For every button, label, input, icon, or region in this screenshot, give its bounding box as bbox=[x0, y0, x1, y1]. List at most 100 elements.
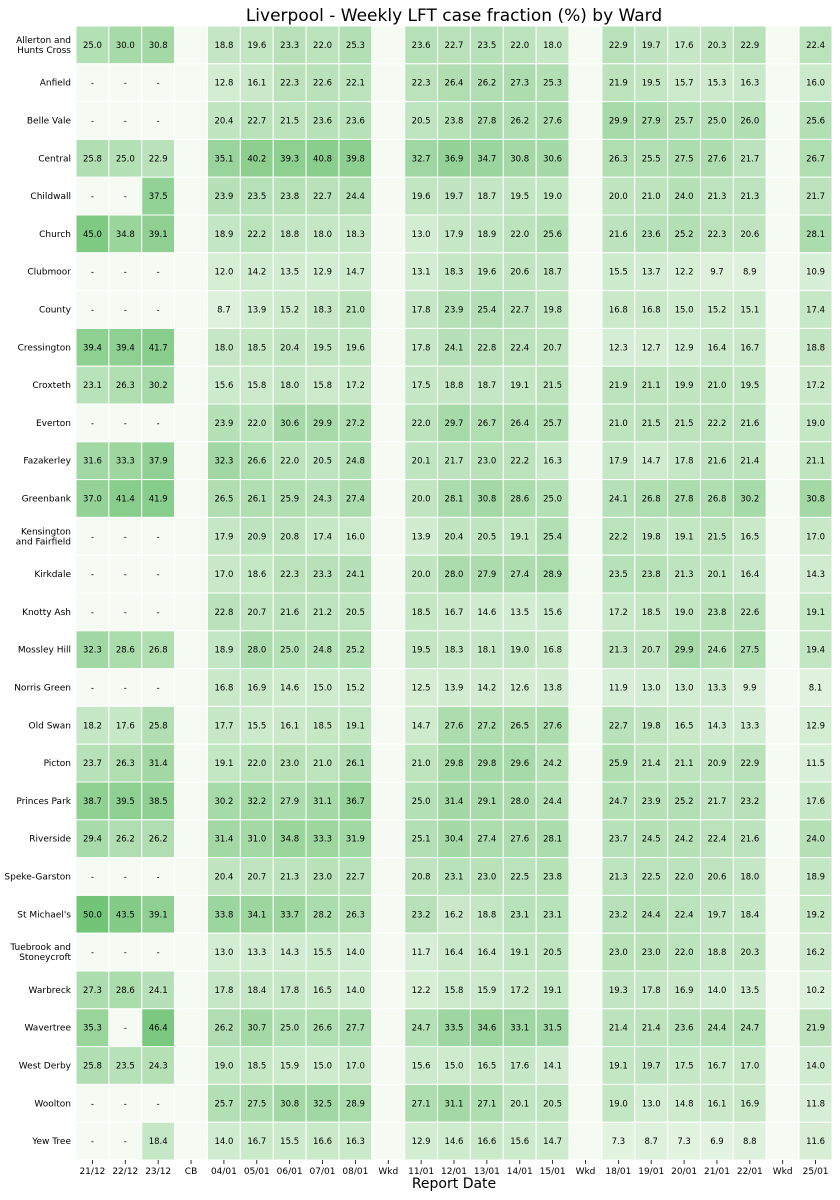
cell-value-label: 20.1 bbox=[510, 1099, 529, 1109]
cell-value-label: 20.7 bbox=[642, 646, 661, 656]
cell-value-label: 17.2 bbox=[510, 986, 529, 996]
cell-value-label: 25.3 bbox=[543, 79, 562, 89]
heatmap-cell bbox=[469, 176, 504, 216]
cell-value-label: 21.5 bbox=[642, 419, 661, 429]
cell-value-label: - bbox=[91, 948, 94, 958]
heatmap-cell bbox=[174, 176, 208, 216]
heatmap-cell bbox=[568, 970, 603, 1010]
cell-value-label: 22.0 bbox=[510, 230, 529, 240]
cell-value-label: 21.6 bbox=[740, 835, 759, 845]
heatmap-cell bbox=[305, 1008, 340, 1048]
cell-value-label: 17.8 bbox=[412, 306, 431, 316]
heatmap-cell bbox=[305, 781, 340, 821]
cell-value-label: 16.0 bbox=[346, 532, 365, 542]
heatmap-cell bbox=[174, 365, 208, 405]
cell-value-label: 14.0 bbox=[707, 986, 726, 996]
cell-value-label: 26.4 bbox=[510, 419, 529, 429]
cell-value-label: 27.6 bbox=[510, 835, 529, 845]
cell-value-label: 24.7 bbox=[412, 1024, 431, 1034]
cell-value-label: 18.8 bbox=[445, 381, 464, 391]
cell-value-label: 16.4 bbox=[477, 948, 496, 958]
cell-value-label: - bbox=[91, 1137, 94, 1147]
cell-value-label: 20.9 bbox=[247, 532, 266, 542]
cell-value-label: 28.6 bbox=[116, 986, 135, 996]
cell-value-label: 22.0 bbox=[675, 948, 694, 958]
heatmap-cell bbox=[535, 214, 570, 254]
heatmap-cell bbox=[141, 894, 176, 934]
heatmap-cell bbox=[535, 894, 570, 934]
heatmap-cell bbox=[568, 214, 603, 254]
cell-value-label: 23.8 bbox=[280, 192, 299, 202]
cell-value-label: - bbox=[91, 419, 94, 429]
heatmap-cell bbox=[338, 252, 373, 292]
cell-value-label: 14.2 bbox=[477, 684, 496, 694]
cell-value-label: 17.4 bbox=[313, 532, 332, 542]
cell-value-label: 39.1 bbox=[149, 230, 168, 240]
x-tick-label: 14/01 bbox=[507, 1167, 533, 1177]
x-tick-label: 22/12 bbox=[112, 1167, 138, 1177]
heatmap-cell bbox=[765, 441, 800, 481]
cell-value-label: 21.4 bbox=[740, 457, 759, 467]
cell-value-label: 22.9 bbox=[740, 41, 759, 51]
heatmap-cell bbox=[338, 176, 373, 216]
cell-value-label: 19.1 bbox=[806, 608, 825, 618]
cell-value-label: 23.1 bbox=[445, 873, 464, 883]
heatmap-cell bbox=[667, 290, 702, 329]
cell-value-label: 32.3 bbox=[214, 457, 233, 467]
heatmap-cell bbox=[765, 592, 800, 632]
heatmap-cell bbox=[371, 554, 406, 594]
cell-value-label: 20.8 bbox=[280, 532, 299, 542]
cell-value-label: 23.0 bbox=[313, 873, 332, 883]
heatmap-cell bbox=[798, 857, 833, 896]
heatmap-cell bbox=[568, 1008, 603, 1048]
heatmap-cell bbox=[667, 819, 702, 859]
cell-value-label: 26.5 bbox=[214, 495, 233, 505]
cell-value-label: 16.8 bbox=[642, 306, 661, 316]
cell-value-label: 25.3 bbox=[346, 41, 365, 51]
cell-value-label: 18.4 bbox=[247, 986, 266, 996]
heatmap-cell bbox=[272, 592, 307, 632]
cell-value-label: 13.0 bbox=[214, 948, 233, 958]
cell-value-label: 15.9 bbox=[477, 986, 496, 996]
heatmap-cell bbox=[404, 1121, 439, 1161]
y-tick-label: Kirkdale bbox=[34, 570, 71, 580]
heatmap-cell bbox=[765, 1121, 800, 1161]
cell-value-label: 23.9 bbox=[214, 192, 233, 202]
cell-value-label: 22.4 bbox=[510, 343, 529, 353]
cell-value-label: 13.5 bbox=[280, 268, 299, 278]
cell-value-label: 14.2 bbox=[247, 268, 266, 278]
heatmap-cell bbox=[568, 819, 603, 859]
heatmap-cell bbox=[732, 1046, 767, 1085]
heatmap-cell bbox=[667, 365, 702, 405]
cell-value-label: 31.1 bbox=[313, 797, 332, 807]
y-tick-label: Fazakerley bbox=[23, 457, 71, 467]
cell-value-label: 22.0 bbox=[247, 759, 266, 769]
cell-value-label: 25.2 bbox=[346, 646, 365, 656]
cell-value-label: 19.1 bbox=[346, 721, 365, 731]
heatmap-cell bbox=[732, 1121, 767, 1161]
cell-value-label: 14.8 bbox=[675, 1099, 694, 1109]
cell-value-label: 20.5 bbox=[412, 117, 431, 127]
cell-value-label: 19.1 bbox=[675, 532, 694, 542]
cell-value-label: 27.2 bbox=[346, 419, 365, 429]
heatmap-cell bbox=[502, 138, 537, 178]
cell-value-label: 14.7 bbox=[642, 457, 661, 467]
heatmap-cell bbox=[404, 705, 439, 745]
y-tick-label: Princes Park bbox=[16, 797, 71, 807]
x-tick-label: 18/01 bbox=[605, 1167, 631, 1177]
heatmap-cell bbox=[700, 668, 734, 707]
heatmap-cell bbox=[371, 1121, 406, 1161]
x-tick-label: 13/01 bbox=[474, 1167, 500, 1177]
cell-value-label: 21.0 bbox=[313, 759, 332, 769]
cell-value-label: 17.8 bbox=[642, 986, 661, 996]
heatmap-cell bbox=[371, 819, 406, 859]
cell-value-label: 21.6 bbox=[740, 419, 759, 429]
cell-value-label: 31.9 bbox=[346, 835, 365, 845]
heatmap-cell bbox=[272, 1121, 307, 1161]
cell-value-label: 39.1 bbox=[149, 910, 168, 920]
y-tick-label: Picton bbox=[44, 759, 71, 769]
heatmap-cell bbox=[502, 25, 537, 65]
cell-value-label: 41.9 bbox=[149, 495, 168, 505]
cell-value-label: 38.5 bbox=[149, 797, 168, 807]
cell-value-label: 24.4 bbox=[707, 1024, 726, 1034]
